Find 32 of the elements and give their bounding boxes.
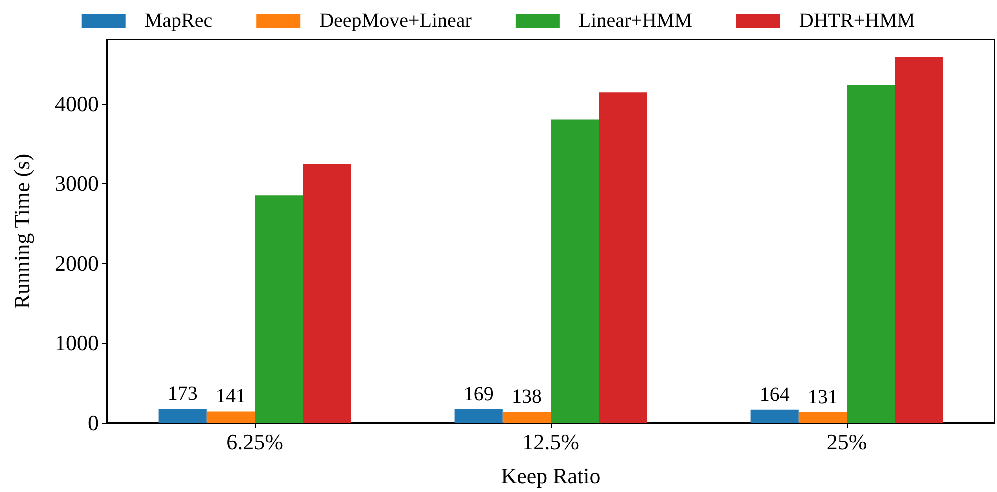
bar xyxy=(750,410,799,423)
bar xyxy=(255,196,304,423)
legend-label: MapRec xyxy=(144,10,213,32)
y-tick-label: 1000 xyxy=(55,330,99,356)
bar xyxy=(599,92,648,423)
bar xyxy=(502,412,551,423)
bar xyxy=(158,409,207,423)
legend-label: DeepMove+Linear xyxy=(320,10,472,32)
data-label: 141 xyxy=(216,386,246,408)
bar xyxy=(454,410,503,423)
bar xyxy=(303,164,352,423)
x-tick-label: 12.5% xyxy=(522,430,580,454)
data-label: 138 xyxy=(512,386,542,408)
bar xyxy=(206,412,255,423)
y-tick-label: 2000 xyxy=(55,250,99,276)
x-axis-title: Keep Ratio xyxy=(501,464,601,488)
data-label: 173 xyxy=(168,383,198,406)
legend-label: Linear+HMM xyxy=(578,10,693,32)
x-tick-label: 25% xyxy=(826,430,868,454)
y-tick-label: 3000 xyxy=(55,171,99,196)
data-label: 131 xyxy=(808,386,838,409)
y-axis-title: Running Time (s) xyxy=(10,154,34,310)
y-tick-label: 0 xyxy=(88,410,99,436)
bar xyxy=(798,412,847,423)
data-label: 169 xyxy=(464,384,494,406)
y-tick-label: 4000 xyxy=(55,91,99,116)
bar xyxy=(895,58,944,423)
legend-label: DHTR+HMM xyxy=(799,10,916,32)
data-label: 164 xyxy=(760,384,790,406)
bar xyxy=(551,120,600,423)
x-tick-label: 6.25% xyxy=(226,430,284,454)
bar xyxy=(847,85,896,423)
